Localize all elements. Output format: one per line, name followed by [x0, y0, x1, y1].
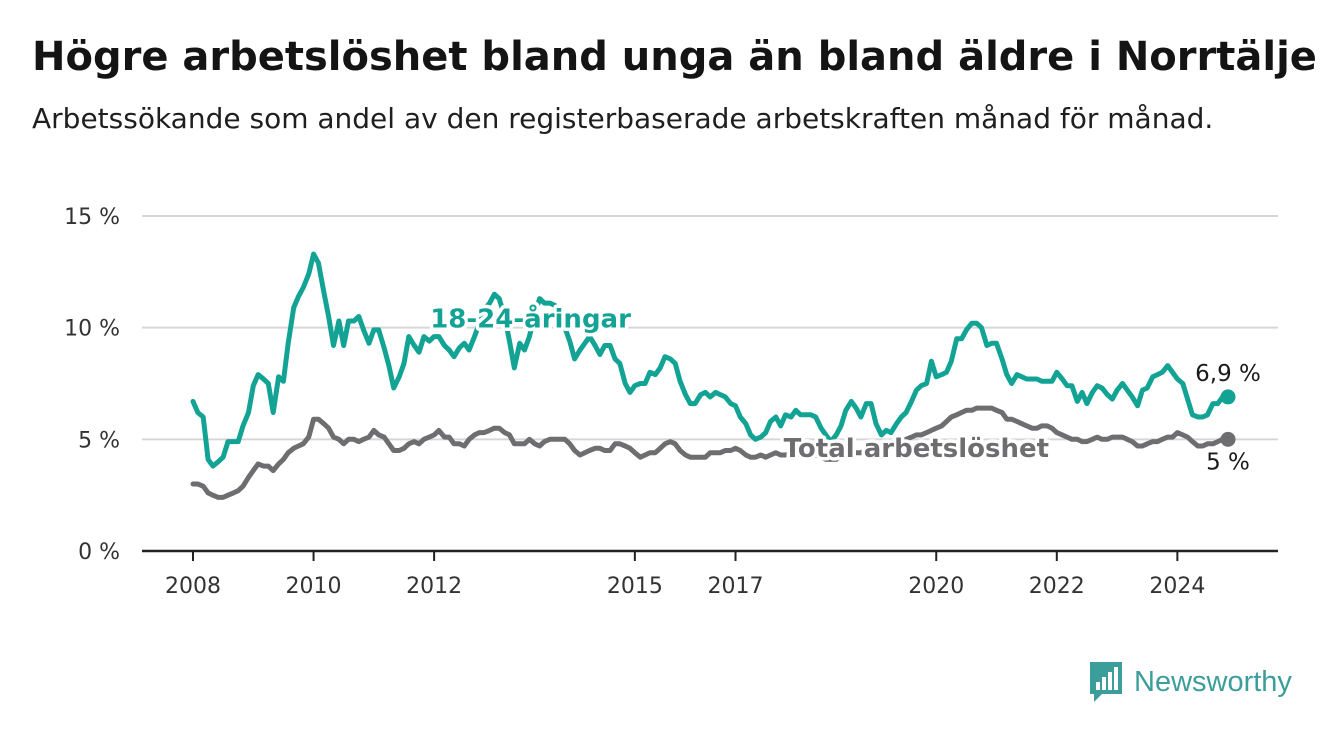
page-title: Högre arbetslöshet bland unga än bland ä… [32, 34, 1317, 80]
brand[interactable]: Newsworthy [1088, 660, 1292, 704]
series-line-youth [190, 251, 1231, 469]
x-tick-label: 2017 [708, 574, 764, 599]
series-label-halo: 18-24-åringar [430, 303, 631, 335]
brand-name: Newsworthy [1134, 665, 1292, 698]
series-lines [190, 251, 1231, 500]
y-tick-label: 15 % [64, 205, 120, 230]
series-end-markers: 6,9 % 5 % [1195, 361, 1261, 475]
x-tick-label: 2012 [406, 574, 462, 599]
end-point-marker [1220, 389, 1236, 405]
y-tick-label: 0 % [78, 540, 120, 565]
series-label: Total arbetslöshet [784, 434, 1049, 464]
x-tick-label: 2020 [908, 574, 964, 599]
x-tick-label: 2015 [607, 574, 663, 599]
bar-chart-logo-icon [1090, 662, 1122, 702]
y-tick-label: 10 % [64, 317, 120, 342]
x-tick-label: 2024 [1149, 574, 1205, 599]
y-axis-ticks: 0 % 5 % 10 % 15 % [64, 205, 120, 565]
end-point-marker [1220, 431, 1236, 447]
x-tick-label: 2022 [1029, 574, 1085, 599]
page-subtitle: Arbetssökande som andel av den registerb… [32, 102, 1214, 135]
y-tick-label: 5 % [78, 428, 120, 453]
x-tick-label: 2010 [286, 574, 342, 599]
end-value-label: 5 % [1206, 449, 1250, 475]
series-label-halo: Total arbetslöshet [784, 434, 1049, 464]
series-line-total [190, 405, 1231, 500]
x-tick-label: 2008 [165, 574, 221, 599]
end-value-label: 6,9 % [1195, 361, 1261, 387]
x-axis-ticks: 2008 2010 2012 2015 2017 2020 2022 2024 [165, 551, 1205, 599]
series-label: 18-24-åringar [430, 303, 631, 335]
